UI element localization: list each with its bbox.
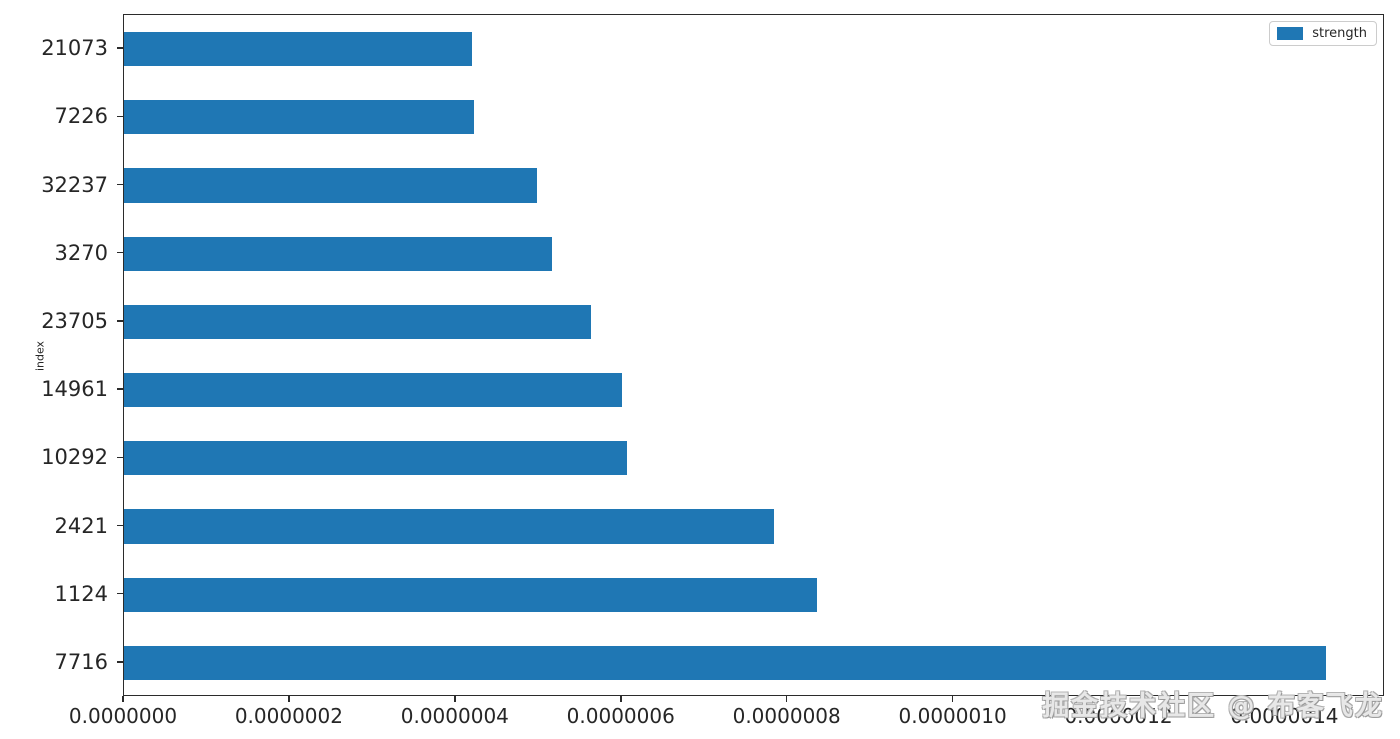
x-tick-label: 0.0000008: [732, 704, 841, 728]
x-tick-mark: [122, 696, 124, 702]
bar-7716: [124, 645, 1327, 680]
y-tick-label: 7226: [54, 104, 108, 129]
legend-label: strength: [1312, 26, 1367, 41]
x-tick-mark: [620, 696, 622, 702]
y-tick-label: 23705: [41, 308, 108, 333]
y-tick-mark: [117, 47, 123, 49]
x-tick-label: 0.0000012: [1064, 704, 1173, 728]
y-tick-mark: [117, 251, 123, 254]
x-tick-mark: [951, 696, 954, 702]
y-tick-label: 32237: [41, 172, 108, 197]
y-tick-label: 14961: [41, 377, 108, 402]
x-tick-label: 0.0000004: [400, 704, 509, 728]
y-tick-mark: [117, 320, 123, 322]
x-tick-label: 0.0000014: [1230, 704, 1339, 728]
x-tick-label: 0.0000002: [234, 704, 343, 728]
x-tick-mark: [1117, 696, 1120, 702]
y-tick-label: 1124: [54, 581, 108, 606]
x-tick-label: 0.0000010: [898, 704, 1007, 728]
y-tick-mark: [117, 115, 123, 118]
legend-swatch-icon: [1277, 27, 1304, 40]
y-tick-label: 10292: [41, 445, 108, 470]
x-tick-label: 0.0000006: [566, 704, 675, 728]
y-tick-mark: [117, 661, 123, 663]
bar-32237: [124, 168, 538, 203]
bar-10292: [124, 441, 627, 476]
y-tick-label: 7716: [54, 649, 108, 674]
y-tick-mark: [117, 183, 123, 186]
bar-1124: [124, 577, 817, 612]
y-tick-label: 3270: [54, 240, 108, 265]
x-tick-mark: [785, 696, 788, 702]
bar-14961: [124, 373, 622, 408]
y-tick-label: 21073: [41, 36, 108, 61]
bar-21073: [124, 32, 473, 67]
y-tick-mark: [117, 524, 123, 527]
x-tick-mark: [454, 696, 456, 702]
y-tick-mark: [117, 456, 123, 459]
x-tick-mark: [1283, 696, 1286, 702]
bar-2421: [124, 509, 775, 544]
plot-area: strength: [123, 14, 1384, 696]
y-tick-mark: [117, 592, 123, 595]
bar-23705: [124, 304, 592, 339]
watermark: 掘金技术社区 @ 布客飞龙: [1042, 691, 1384, 722]
bar-7226: [124, 100, 475, 135]
x-tick-label: 0.0000000: [68, 704, 178, 728]
y-tick-mark: [117, 388, 123, 390]
x-tick-mark: [288, 696, 290, 702]
y-axis-title: index: [33, 340, 47, 372]
bar-3270: [124, 236, 553, 271]
legend: strength: [1269, 21, 1377, 46]
y-tick-label: 2421: [54, 513, 108, 538]
